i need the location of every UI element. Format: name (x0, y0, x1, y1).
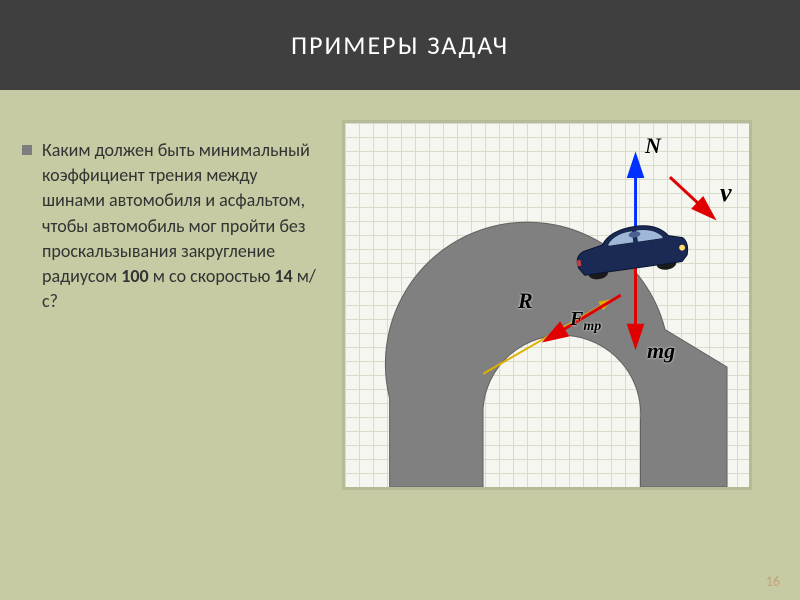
label-v: v (720, 178, 732, 208)
title-bar: ПРИМЕРЫ ЗАДАЧ (0, 0, 800, 90)
label-mg: mg (647, 338, 675, 364)
label-r: R (518, 288, 533, 314)
problem-radius: 100 (121, 265, 148, 287)
vector-v (670, 177, 712, 216)
diagram-svg (345, 123, 749, 487)
label-n: N (645, 133, 661, 159)
body-area: Каким должен быть минимальный коэффициен… (0, 90, 800, 490)
bullet-item: Каким должен быть минимальный коэффициен… (22, 138, 322, 314)
label-ftr: Fтр (570, 308, 601, 335)
page-number: 16 (766, 573, 780, 590)
problem-text: Каким должен быть минимальный коэффициен… (42, 138, 322, 314)
problem-column: Каким должен быть минимальный коэффициен… (22, 120, 322, 490)
figure-panel: N v R Fтр mg (342, 120, 752, 490)
slide-title: ПРИМЕРЫ ЗАДАЧ (291, 29, 509, 61)
slide: ПРИМЕРЫ ЗАДАЧ Каким должен быть минималь… (0, 0, 800, 600)
bullet-icon (22, 145, 32, 155)
problem-speed: 14 (274, 265, 292, 287)
problem-mid: м со скоростью (149, 265, 275, 287)
